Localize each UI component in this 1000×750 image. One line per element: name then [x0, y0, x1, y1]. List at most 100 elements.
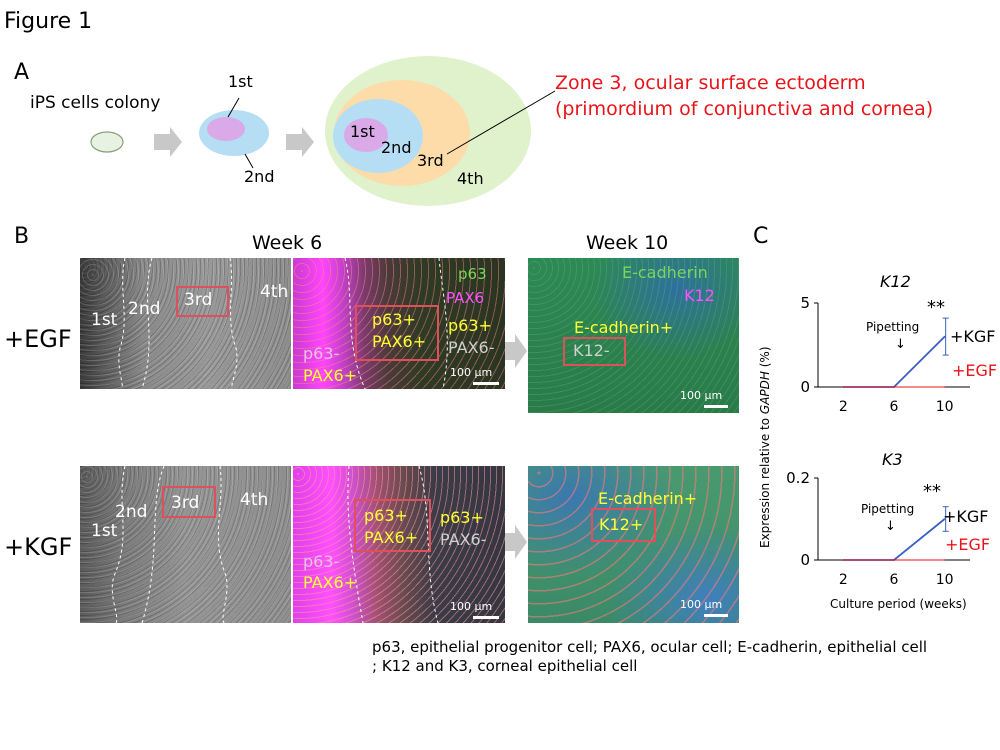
- row-kgf-label: +KGF: [4, 533, 73, 561]
- k12-ytick-label-0: 0: [800, 378, 810, 396]
- k12-legend-kgf: +KGF: [950, 327, 996, 346]
- egf-w6-legend-p63: p63: [458, 265, 487, 283]
- kgf-bright-zone3-box: [162, 486, 216, 518]
- zone3-annotation-line1: Zone 3, ocular surface ectoderm: [555, 72, 866, 94]
- k12-legend-egf: +EGF: [952, 361, 998, 380]
- egf-w10-scale-label: 100 μm: [680, 389, 723, 402]
- k3-significance: **: [923, 481, 941, 502]
- k12-series-0-line: [843, 335, 946, 388]
- k3-pipetting-label: Pipetting: [861, 502, 915, 516]
- k12-significance: **: [927, 297, 945, 318]
- panel-a-diagram: [90, 56, 556, 206]
- panel-b-label: B: [14, 224, 30, 249]
- k3-pipetting-arrow: ↓: [885, 519, 896, 534]
- k3-series-1-point-2: [943, 559, 946, 561]
- small-zone-1-label: 1st: [228, 72, 253, 91]
- chart-ylabel: Expression relative to GAPDH (%): [758, 346, 772, 548]
- kgf-w6-right-line1: p63+: [440, 508, 484, 527]
- kgf-bright-zone3: 3rd: [171, 493, 200, 513]
- egf-week10-fluorescence: E-cadherin K12 E-cadherin+ K12- 100 μm: [528, 258, 739, 413]
- kgf-bright-zone2: 2nd: [115, 502, 148, 522]
- small-zone-2-label: 2nd: [244, 167, 275, 186]
- annotation-line: [446, 90, 556, 155]
- kgf-bright-zone1: 1st: [91, 521, 118, 541]
- egf-w6-box: [355, 305, 439, 361]
- k12-pipetting-arrow: ↓: [895, 337, 906, 352]
- kgf-w10-box: [591, 508, 656, 542]
- k12-chart: 0 5 2 6 10: [800, 294, 970, 415]
- k3-legend-egf: +EGF: [945, 535, 991, 554]
- kgf-w6-scale-label: 100 μm: [450, 600, 493, 613]
- egf-w10-above-box: E-cadherin+: [574, 318, 674, 337]
- k12-xtick-label-2: 10: [936, 399, 954, 415]
- k12-chart-title: K12: [880, 272, 911, 291]
- caption-line1: p63, epithelial progenitor cell; PAX6, o…: [372, 638, 928, 656]
- kgf-progress-arrow: [505, 525, 527, 559]
- egf-bright-zone2: 2nd: [128, 299, 161, 319]
- arrow-2: [286, 127, 314, 157]
- egf-bright-zone3: 3rd: [184, 290, 213, 310]
- k12-series-1-point-0: [842, 386, 845, 388]
- egf-w6-legend-pax6: PAX6: [446, 289, 485, 307]
- small-zone-1: [207, 117, 245, 141]
- egf-progress-arrow: [505, 334, 527, 368]
- k12-series-1-point-2: [943, 386, 946, 388]
- k12-xtick-label-1: 6: [890, 399, 899, 415]
- kgf-week10-fluorescence: E-cadherin+ K12+ 100 μm: [528, 466, 739, 623]
- egf-w6-box-line1: p63+: [372, 310, 416, 329]
- kgf-w6-box: [354, 499, 431, 552]
- k3-series-1-point-0: [842, 559, 845, 561]
- k3-ytick-label-1: 0.2: [786, 469, 810, 487]
- egf-w6-scalebar: [473, 382, 499, 385]
- egf-bright-zone3-box: [176, 286, 229, 317]
- k3-xtick-label-0: 2: [839, 572, 848, 588]
- kgf-w6-box-line2: PAX6+: [364, 528, 419, 547]
- ips-colony: [90, 131, 124, 153]
- k12-series-0-point-2: [943, 335, 946, 338]
- kgf-w6-scalebar: [473, 616, 499, 619]
- kgf-week6-fluorescence: p63+ PAX6+ p63+ PAX6- p63- PAX6+ 100 μm: [293, 466, 505, 623]
- kgf-w10-scale-label: 100 μm: [680, 598, 723, 611]
- egf-w10-legend-ecad: E-cadherin: [622, 263, 708, 282]
- kgf-w6-right-line2: PAX6-: [440, 530, 487, 549]
- k12-ytick-label-1: 5: [800, 294, 810, 312]
- egf-bright-zone1: 1st: [91, 310, 118, 330]
- row-egf-label: +EGF: [4, 325, 72, 353]
- kgf-w10-scalebar: [704, 614, 728, 617]
- zone3-annotation-line2: (primordium of conjunctiva and cornea): [555, 98, 934, 120]
- egf-w6-right-line1: p63+: [448, 316, 492, 335]
- egf-w6-left-line1: p63-: [303, 344, 340, 363]
- large-zone-1-label: 1st: [350, 122, 375, 141]
- egf-w6-box-line2: PAX6+: [372, 332, 427, 351]
- large-zone-3-label: 3rd: [417, 151, 444, 170]
- k3-xtick-label-1: 6: [890, 572, 899, 588]
- egf-w10-scalebar: [704, 405, 728, 408]
- panel-c-label: C: [753, 224, 769, 249]
- large-zone-1: [344, 118, 388, 152]
- kgf-w10-above-box: E-cadherin+: [598, 489, 698, 508]
- k3-series-0-point-2: [943, 518, 946, 520]
- week6-label: Week 6: [252, 232, 323, 254]
- large-zone-4-label: 4th: [457, 169, 484, 188]
- k3-chart-title: K3: [882, 450, 903, 469]
- chart-ylabel-prefix: Expression relative to: [758, 414, 772, 548]
- kgf-w10-box-text: K12+: [599, 515, 644, 534]
- egf-w6-scale-label: 100 μm: [450, 366, 493, 379]
- chart-ylabel-suffix: (%): [758, 346, 772, 372]
- egf-w6-left-line2: PAX6+: [303, 366, 358, 385]
- egf-week6-fluorescence: p63 PAX6 p63+ PAX6+ p63+ PAX6- p63- PAX6…: [293, 258, 505, 389]
- caption-line2: ; K12 and K3, corneal epithelial cell: [372, 657, 638, 675]
- egf-bright-zone4: 4th: [260, 282, 289, 302]
- k3-series-1-point-1: [893, 559, 895, 561]
- k3-chart: 0 0.2 2 6 10: [786, 469, 970, 588]
- k3-xtick-label-2: 10: [936, 572, 954, 588]
- chart-ylabel-gene: GAPDH: [758, 371, 772, 415]
- egf-w6-right-line2: PAX6-: [448, 338, 495, 357]
- k12-xtick-label-0: 2: [839, 399, 848, 415]
- k12-series-1-point-1: [893, 386, 895, 388]
- large-zone-2-label: 2nd: [381, 138, 412, 157]
- figure-title: Figure 1: [4, 9, 93, 34]
- arrow-1: [154, 127, 182, 157]
- k3-legend-kgf: +KGF: [943, 507, 989, 526]
